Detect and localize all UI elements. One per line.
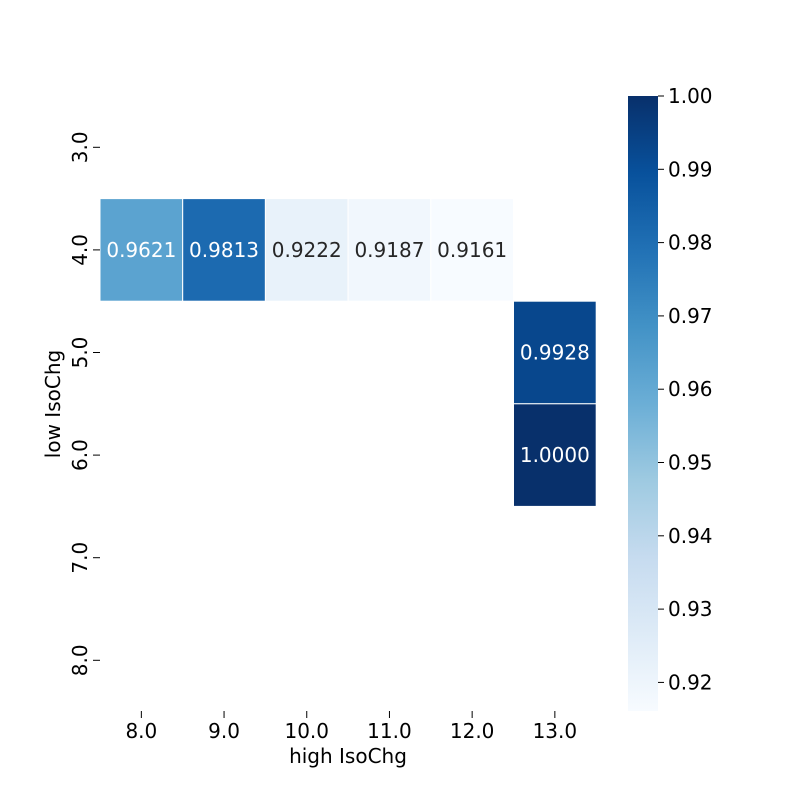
y-axis-title: low IsoChg [41, 350, 65, 458]
cell-value-label: 0.9161 [437, 238, 507, 262]
heatmap-cell [513, 300, 597, 405]
y-axis: 3.0 4.0 5.0 6.0 7.0 8.0 [68, 131, 100, 676]
x-tick-label: 12.0 [450, 719, 495, 743]
cell-value-label: 0.9222 [272, 238, 342, 262]
heatmap-cell [264, 198, 349, 302]
x-axis-title: high IsoChg [289, 744, 407, 768]
y-tick-label: 4.0 [68, 234, 92, 266]
heatmap-cells: 0.9621 0.9813 0.9222 0.9187 0.9161 0.9928 1.00… [99, 198, 597, 507]
cell-value-label: 0.9187 [354, 238, 424, 262]
colorbar-tick-label: 0.94 [668, 524, 713, 548]
cell-value-label: 0.9813 [189, 238, 259, 262]
heatmap-cell [182, 198, 266, 302]
x-axis: 8.0 9.0 10.0 11.0 12.0 13.0 [125, 711, 577, 743]
heatmap-cell [513, 403, 597, 507]
colorbar-tick-label: 0.98 [668, 231, 713, 255]
cell-value-label: 0.9928 [520, 341, 590, 365]
heatmap-cell [99, 198, 184, 302]
heatmap-cell [430, 198, 514, 302]
colorbar-tick-label: 1.00 [668, 84, 713, 108]
colorbar-tick-label: 0.99 [668, 157, 713, 181]
heatmap-cell [347, 198, 432, 302]
y-tick-label: 6.0 [68, 439, 92, 471]
x-tick-label: 8.0 [125, 719, 157, 743]
y-tick-label: 3.0 [68, 131, 92, 163]
colorbar-tick-label: 0.97 [668, 304, 713, 328]
colorbar-tick-label: 0.96 [668, 377, 713, 401]
y-tick-label: 5.0 [68, 337, 92, 369]
cell-value-label: 0.9621 [106, 238, 176, 262]
colorbar-tick-label: 0.95 [668, 451, 713, 475]
x-tick-label: 11.0 [367, 719, 412, 743]
x-tick-label: 9.0 [208, 719, 240, 743]
colorbar: 1.00 0.99 0.98 0.97 0.96 0.95 0.94 0.93 0.92 [628, 84, 713, 711]
colorbar-gradient [628, 96, 658, 711]
colorbar-tick-label: 0.93 [668, 597, 713, 621]
x-tick-label: 13.0 [533, 719, 578, 743]
y-tick-label: 8.0 [68, 644, 92, 676]
colorbar-tick-label: 0.92 [668, 670, 713, 694]
x-tick-label: 10.0 [284, 719, 329, 743]
cell-value-label: 1.0000 [520, 443, 590, 467]
y-tick-label: 7.0 [68, 542, 92, 574]
